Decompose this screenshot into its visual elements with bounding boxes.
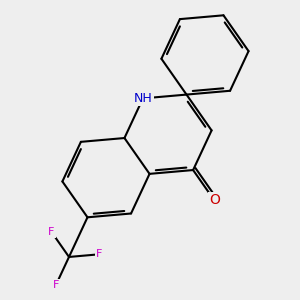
Text: O: O xyxy=(209,194,220,208)
Text: NH: NH xyxy=(134,92,152,105)
Text: F: F xyxy=(96,249,103,259)
Text: F: F xyxy=(53,280,59,290)
Text: F: F xyxy=(48,227,55,237)
